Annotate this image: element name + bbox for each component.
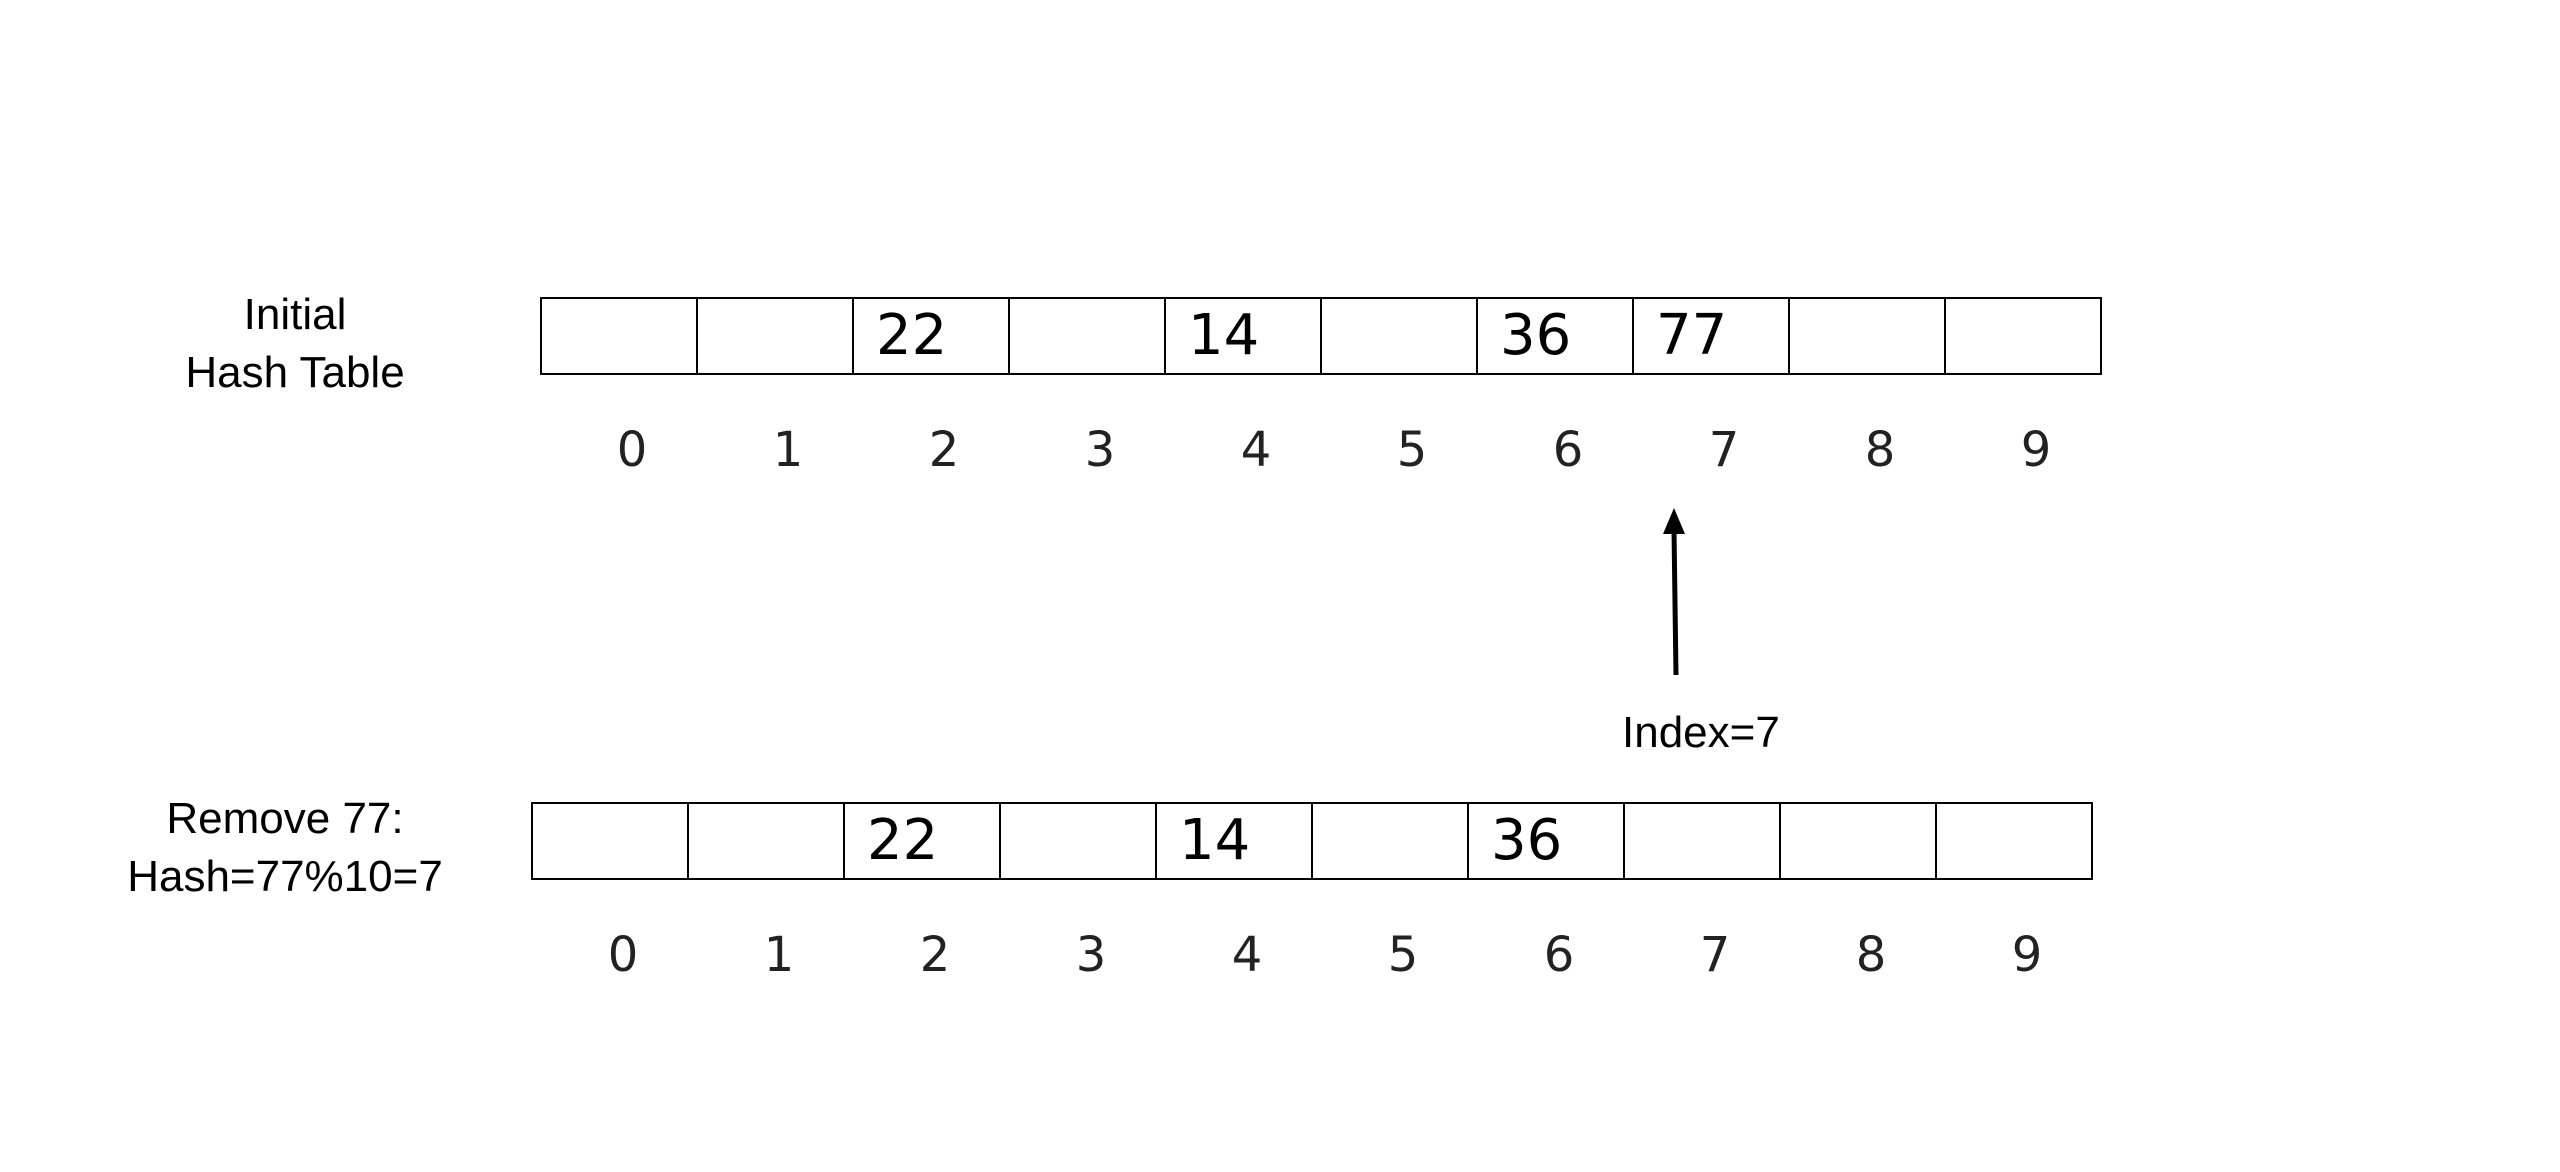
initial-label-line1: Initial — [243, 290, 347, 339]
initial-cell-4: 14 — [1166, 297, 1322, 375]
initial-cell-6: 36 — [1478, 297, 1634, 375]
after-cell-9 — [1937, 802, 2093, 880]
after-label-line1: Remove 77: — [166, 794, 404, 843]
after-cell-5 — [1313, 802, 1469, 880]
initial-table-label: Initial Hash Table — [160, 286, 430, 402]
after-index-2: 2 — [919, 927, 951, 983]
after-index-3: 3 — [1075, 927, 1107, 983]
initial-index-6: 6 — [1552, 422, 1584, 478]
initial-cell-7: 77 — [1634, 297, 1790, 375]
pointer-arrow-icon — [1663, 508, 1685, 676]
after-cell-1 — [689, 802, 845, 880]
initial-index-7: 7 — [1708, 422, 1740, 478]
after-hash-table: 22 14 36 — [531, 802, 2093, 880]
after-cell-3 — [1001, 802, 1157, 880]
after-cell-0 — [533, 802, 689, 880]
initial-index-0: 0 — [616, 422, 648, 478]
initial-index-9: 9 — [2020, 422, 2052, 478]
after-index-0: 0 — [607, 927, 639, 983]
initial-cell-2: 22 — [854, 297, 1010, 375]
after-index-1: 1 — [763, 927, 795, 983]
initial-index-1: 1 — [772, 422, 804, 478]
after-index-6: 6 — [1543, 927, 1575, 983]
initial-cell-8 — [1790, 297, 1946, 375]
after-index-8: 8 — [1855, 927, 1887, 983]
initial-cell-9 — [1946, 297, 2102, 375]
initial-hash-table: 22 14 36 77 — [540, 297, 2102, 375]
initial-cell-1 — [698, 297, 854, 375]
after-index-5: 5 — [1387, 927, 1419, 983]
after-index-4: 4 — [1231, 927, 1263, 983]
initial-index-8: 8 — [1864, 422, 1896, 478]
after-cell-6: 36 — [1469, 802, 1625, 880]
after-cell-2: 22 — [845, 802, 1001, 880]
after-index-row: 0 1 2 3 4 5 6 7 8 9 — [545, 925, 2105, 985]
after-table-label: Remove 77: Hash=77%10=7 — [100, 790, 470, 906]
initial-cell-3 — [1010, 297, 1166, 375]
after-index-7: 7 — [1699, 927, 1731, 983]
after-label-line2: Hash=77%10=7 — [127, 852, 443, 901]
after-cell-8 — [1781, 802, 1937, 880]
initial-cell-0 — [542, 297, 698, 375]
after-cell-4: 14 — [1157, 802, 1313, 880]
initial-index-4: 4 — [1240, 422, 1272, 478]
initial-label-line2: Hash Table — [185, 348, 405, 397]
pointer-index-label: Index=7 — [1622, 708, 1780, 757]
initial-index-5: 5 — [1396, 422, 1428, 478]
initial-index-row: 0 1 2 3 4 5 6 7 8 9 — [554, 420, 2114, 480]
initial-cell-5 — [1322, 297, 1478, 375]
after-cell-7 — [1625, 802, 1781, 880]
initial-index-3: 3 — [1084, 422, 1116, 478]
after-index-9: 9 — [2011, 927, 2043, 983]
initial-index-2: 2 — [928, 422, 960, 478]
